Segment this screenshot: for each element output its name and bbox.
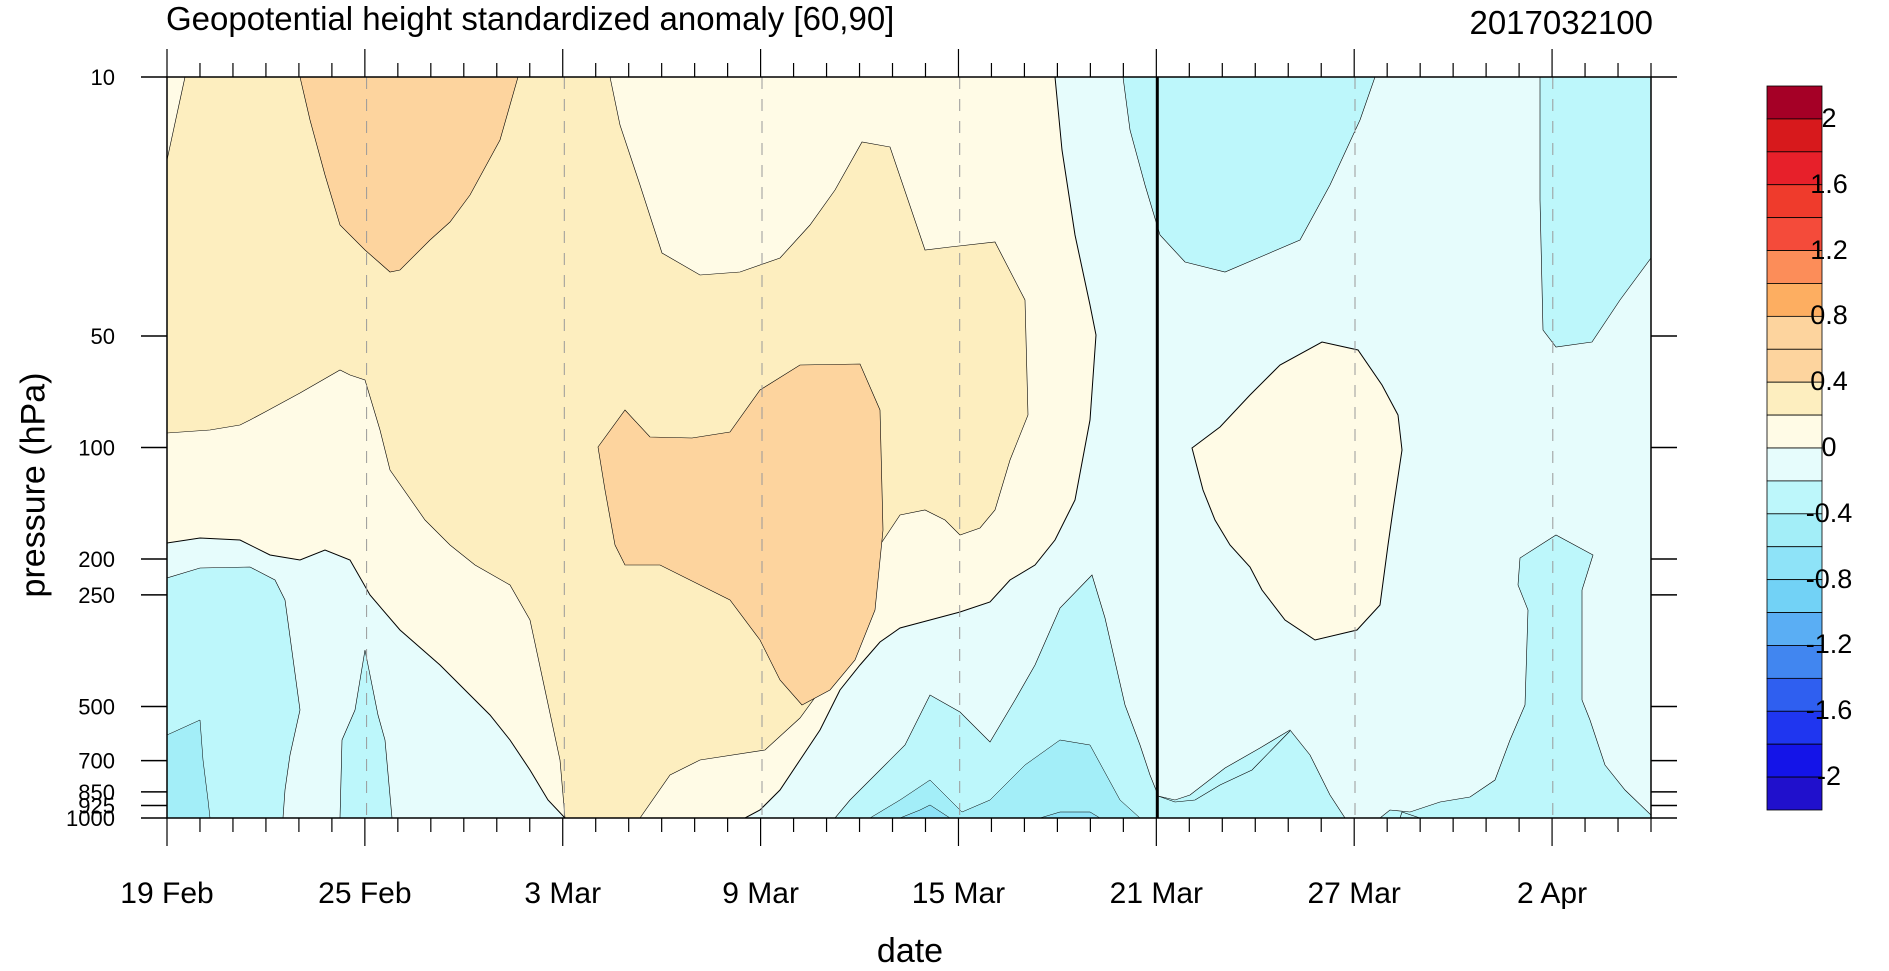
x-tick-label-15-mar: 15 Mar — [912, 877, 1005, 910]
contour-region-neg-04-d — [1122, 77, 1376, 273]
colorbar-swatch-4 — [1766, 217, 1823, 251]
colorbar-swatch-17 — [1766, 645, 1823, 679]
x-tick-label-25-feb: 25 Feb — [318, 877, 411, 910]
x-tick-label-3-mar: 3 Mar — [524, 877, 601, 910]
x-tick-label-27-mar: 27 Mar — [1308, 877, 1401, 910]
x-tick-label-21-mar: 21 Mar — [1110, 877, 1203, 910]
contour-region-neg-04-b — [339, 649, 393, 818]
colorbar-label: 1.6 — [1810, 168, 1848, 199]
colorbar-swatch-15 — [1766, 579, 1823, 613]
date-gridlines — [366, 77, 1554, 818]
colorbar-label: -2 — [1816, 761, 1841, 792]
y-tick-label-50: 50 — [91, 324, 115, 349]
y-tick-label-200: 200 — [78, 547, 115, 572]
colorbar-swatch-13 — [1766, 513, 1823, 548]
chart-title: Geopotential height standardized anomaly… — [166, 0, 895, 37]
y-axis-label: pressure (hPa) — [14, 372, 53, 598]
contour-fills — [167, 77, 1651, 818]
colorbar-swatch-0 — [1766, 85, 1823, 120]
contour-region-neg-04-g — [1539, 77, 1651, 348]
colorbar — [1766, 85, 1823, 811]
y-tick-label-925: 925 — [78, 793, 115, 818]
y-tick-label-250: 250 — [78, 583, 115, 608]
colorbar-swatch-3 — [1766, 184, 1823, 219]
colorbar-swatch-18 — [1766, 677, 1823, 712]
x-tick-label-9-mar: 9 Mar — [722, 877, 799, 910]
colorbar-swatch-12 — [1766, 480, 1823, 515]
y-axis-ticks — [141, 76, 1677, 819]
contour-region-pos-08-a — [299, 77, 519, 273]
colorbar-swatch-2 — [1766, 151, 1823, 186]
colorbar-label: 1.2 — [1810, 234, 1848, 265]
contour-region-pos-right — [1191, 341, 1403, 641]
colorbar-swatch-8 — [1766, 348, 1823, 383]
colorbar-label: 0.4 — [1810, 366, 1848, 397]
colorbar-swatch-7 — [1766, 315, 1823, 350]
y-tick-label-700: 700 — [78, 749, 115, 774]
contour-region-neg-08-b — [869, 739, 1141, 818]
colorbar-swatch-21 — [1766, 776, 1823, 811]
x-axis-label: date — [876, 932, 944, 970]
colorbar-label: -1.6 — [1805, 695, 1853, 726]
contour-region-neg-04-f — [1379, 534, 1651, 818]
contour-region-pos-08-b — [597, 363, 884, 706]
colorbar-swatch-19 — [1766, 710, 1823, 745]
colorbar-swatch-11 — [1766, 447, 1823, 482]
colorbar-label: -0.4 — [1805, 497, 1853, 528]
colorbar-label: -0.8 — [1805, 563, 1853, 594]
y-tick-label-10: 10 — [91, 65, 115, 90]
contour-region-neg-12-a — [899, 804, 1101, 818]
y-tick-label-500: 500 — [78, 694, 115, 719]
x-axis-ticks — [166, 49, 1652, 846]
contour-line-right-bottom — [1157, 730, 1291, 803]
y-tick-label-100: 100 — [78, 436, 115, 461]
colorbar-swatch-10 — [1766, 414, 1823, 449]
colorbar-label: 2 — [1821, 102, 1837, 133]
colorbar-label: -1.2 — [1805, 629, 1853, 660]
colorbar-label: 0.8 — [1810, 300, 1848, 331]
x-tick-label-2-apr: 2 Apr — [1517, 877, 1587, 910]
y-tick-label-850: 850 — [78, 780, 115, 805]
colorbar-swatch-16 — [1766, 612, 1823, 646]
contour-region-neg-04-e — [1157, 729, 1346, 818]
colorbar-swatch-9 — [1766, 381, 1823, 416]
x-axis-tick-labels: 19 Feb 25 Feb 3 Mar 9 Mar 15 Mar 21 Mar 27 Mar… — [120, 877, 1587, 910]
chart-subtitle: 2017032100 — [1469, 4, 1653, 41]
y-tick-label-1000: 1000 — [66, 806, 115, 831]
contour-region-neg-08-a — [167, 719, 211, 818]
x-tick-label-19-feb: 19 Feb — [120, 877, 213, 910]
colorbar-label: 0 — [1821, 432, 1837, 462]
